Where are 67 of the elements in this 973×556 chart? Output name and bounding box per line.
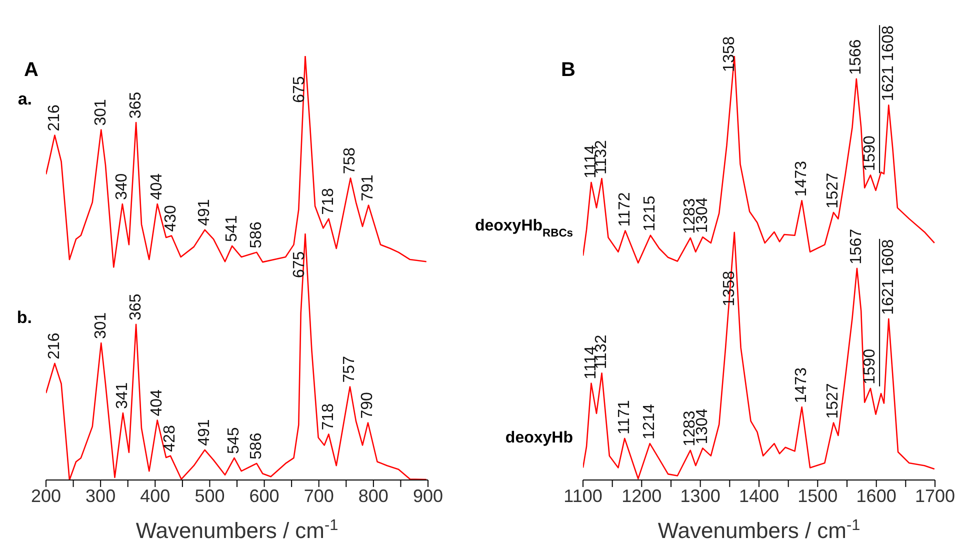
annotation: 491 xyxy=(196,419,214,446)
annotation: 1527 xyxy=(824,172,842,208)
annotation: 758 xyxy=(342,147,359,174)
annotation: 541 xyxy=(223,215,240,242)
annotation: 216 xyxy=(46,104,63,132)
annotation: 675 xyxy=(290,251,308,278)
annotation: 1473 xyxy=(793,160,810,197)
annotation: 791 xyxy=(360,174,377,202)
x-tick-label: 300 xyxy=(86,486,116,506)
x-axis-title: Wavenumbers / cm$^{-1}$ xyxy=(658,516,860,543)
annotation: 757 xyxy=(341,356,358,383)
annotation: 1566 xyxy=(848,39,865,75)
annotation: 586 xyxy=(248,222,265,248)
annotation: 340 xyxy=(114,173,131,200)
x-tick-label: 1700 xyxy=(914,486,956,506)
annotation: 1608 xyxy=(880,25,897,62)
annotation: 1621 xyxy=(880,279,897,315)
chart-title: B xyxy=(561,59,576,81)
annotation: 586 xyxy=(248,432,265,460)
x-tick-label: 1400 xyxy=(738,486,780,506)
chart-title: A xyxy=(24,59,38,81)
annotation: 491 xyxy=(196,199,214,226)
annotation: 1215 xyxy=(642,196,659,232)
annotation: 718 xyxy=(320,403,337,430)
text: b. xyxy=(16,308,32,328)
annotation: 1473 xyxy=(793,367,810,404)
annotation: 1567 xyxy=(848,228,866,264)
annotation: 341 xyxy=(114,382,132,410)
x-tick-label: 400 xyxy=(140,486,170,506)
x-tick-label: 800 xyxy=(358,486,388,506)
annotation: 1171 xyxy=(616,400,633,434)
annotation: 1590 xyxy=(862,135,879,172)
series-label: deoxyHb xyxy=(505,430,574,447)
annotation: 1214 xyxy=(641,404,658,440)
x-tick-label: 900 xyxy=(412,486,444,506)
annotation: 1358 xyxy=(720,36,738,72)
x-tick-label: 1500 xyxy=(798,486,838,506)
annotation: 365 xyxy=(127,92,144,119)
annotation: 428 xyxy=(162,425,179,452)
annotation: 301 xyxy=(92,312,110,340)
series-label: deoxyHb$_{RBCs}$ xyxy=(474,218,573,240)
annotation: 1172 xyxy=(616,192,634,227)
annotation: 790 xyxy=(359,392,376,419)
annotation: 718 xyxy=(320,188,337,215)
x-tick-label: 200 xyxy=(30,486,62,506)
annotation: 404 xyxy=(148,389,166,416)
annotation: 1621 xyxy=(880,65,897,102)
annotation: 301 xyxy=(92,98,110,126)
x-tick-label: 1200 xyxy=(622,486,662,506)
annotation: 404 xyxy=(148,173,166,200)
annotation: 1527 xyxy=(824,383,842,419)
annotation: 1608 xyxy=(880,239,897,275)
x-tick-label: 600 xyxy=(249,486,280,506)
annotation: 365 xyxy=(127,294,144,320)
x-tick-label: 700 xyxy=(304,486,334,506)
text: a. xyxy=(18,89,32,108)
x-tick-label: 1100 xyxy=(564,486,602,506)
annotation: 1358 xyxy=(720,270,738,306)
annotation: 545 xyxy=(225,427,243,454)
x-tick-label: 500 xyxy=(194,486,225,506)
annotation: 1590 xyxy=(862,348,879,384)
annotation: 216 xyxy=(46,332,63,360)
x-axis-title: Wavenumbers / cm$^{-1}$ xyxy=(136,516,338,543)
annotation: 675 xyxy=(290,76,308,103)
x-tick-label: 1300 xyxy=(680,486,720,506)
x-tick-label: 1600 xyxy=(856,486,896,506)
annotation: 430 xyxy=(162,204,180,232)
